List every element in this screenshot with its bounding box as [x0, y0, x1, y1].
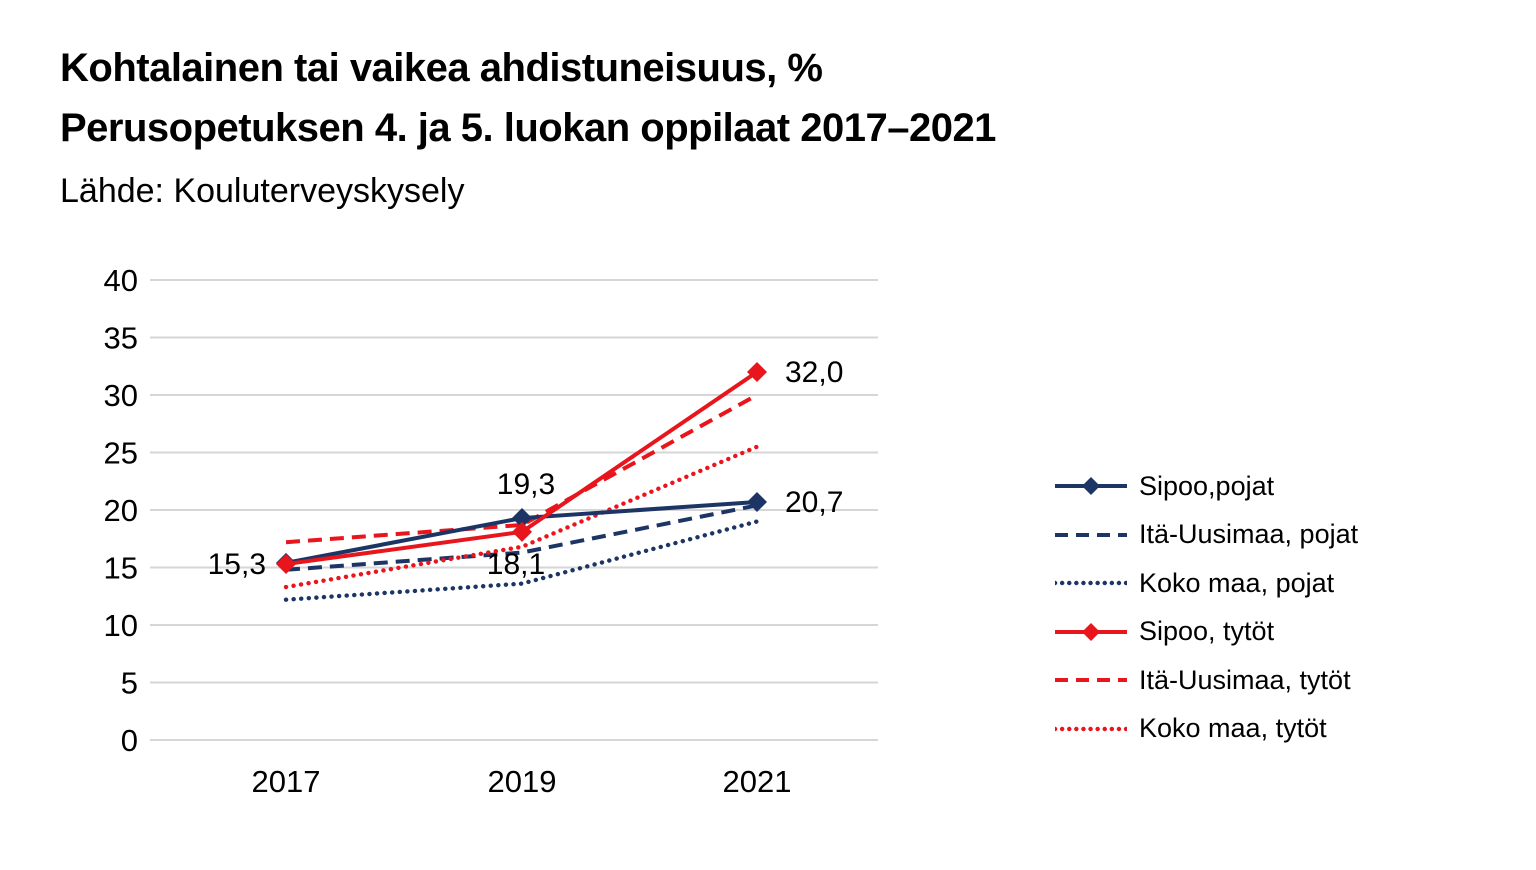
legend-label-koko-maa-tyt-t: Koko maa, tytöt	[1139, 713, 1327, 744]
y-tick-label-40: 40	[104, 263, 138, 298]
legend-item-koko-maa-pojat: Koko maa, pojat	[1055, 559, 1358, 608]
legend-swatch-sipoo-tyt-t-solid-line-icon	[1055, 622, 1127, 641]
marker-sipoo-pojat-2021	[747, 491, 767, 512]
legend-label-sipoo-pojat: Sipoo,pojat	[1139, 470, 1275, 501]
legend-item-koko-maa-tyt-t: Koko maa, tytöt	[1055, 705, 1358, 754]
data-label-sipoo-tyt-t-2017: 15,3	[208, 548, 266, 581]
y-tick-label-0: 0	[121, 723, 138, 758]
series-line-koko-maa-tyt-t	[283, 444, 760, 590]
marker-sipoo-tyt-t-2019	[512, 521, 532, 542]
legend-label-sipoo-tyt-t: Sipoo, tytöt	[1139, 616, 1275, 647]
legend-item-it-uusimaa-pojat: Itä-Uusimaa, pojat	[1055, 511, 1358, 560]
marker-sipoo-pojat-2019	[512, 508, 532, 529]
y-tick-label-30: 30	[104, 378, 138, 413]
y-tick-label-35: 35	[104, 321, 138, 356]
marker-sipoo-tyt-t-2017	[276, 554, 296, 575]
y-tick-label-5: 5	[121, 666, 138, 701]
legend-marker-diamond-icon	[1082, 622, 1100, 641]
data-label-sipoo-pojat-2021: 20,7	[785, 486, 843, 519]
chart-source: Lähde: Kouluterveyskysely	[60, 172, 465, 210]
series-line-it-uusimaa-tyt-t	[285, 393, 758, 545]
x-tick-label-2019: 2019	[488, 764, 557, 799]
legend-swatch-sipoo-pojat-solid-line-icon	[1055, 477, 1127, 496]
legend-item-sipoo-pojat: Sipoo,pojat	[1055, 462, 1358, 511]
legend-swatch-it-uusimaa-tyt-t-dashed-line-icon	[1055, 678, 1127, 683]
legend-label-koko-maa-pojat: Koko maa, pojat	[1139, 567, 1335, 598]
chart-svg: 0 5 10 15 20 25 30 35 40 2017 2019 2021 15,3 19,3 18,1…	[104, 263, 878, 799]
legend-item-sipoo-tyt-t: Sipoo, tytöt	[1055, 608, 1358, 657]
y-tick-label-25: 25	[104, 436, 138, 471]
marker-sipoo-tyt-t-2021	[747, 362, 767, 382]
chart-title-line-1: Kohtalainen tai vaikea ahdistuneisuus, %	[60, 46, 823, 90]
data-label-sipoo-tyt-t-2021: 32,0	[785, 356, 843, 389]
legend-label-it-uusimaa-pojat: Itä-Uusimaa, pojat	[1139, 519, 1359, 550]
legend-swatch-koko-maa-pojat-dotted-line-icon	[1055, 581, 1127, 586]
x-tick-label-2021: 2021	[723, 764, 792, 799]
data-label-sipoo-tyt-t-2019: 18,1	[487, 548, 545, 581]
legend-label-it-uusimaa-tyt-t: Itä-Uusimaa, tytöt	[1139, 664, 1351, 695]
chart-title-line-2: Perusopetuksen 4. ja 5. luokan oppilaat …	[60, 106, 996, 150]
legend-marker-diamond-icon	[1082, 477, 1100, 496]
series-line-koko-maa-pojat	[283, 519, 760, 602]
y-tick-label-20: 20	[104, 493, 138, 528]
y-tick-label-10: 10	[104, 608, 138, 643]
legend-swatch-it-uusimaa-pojat-dashed-line-icon	[1055, 532, 1127, 537]
series-line-it-uusimaa-pojat	[285, 503, 758, 572]
legend-swatch-koko-maa-tyt-t-dotted-line-icon	[1055, 726, 1127, 731]
plot-area: 0 5 10 15 20 25 30 35 40 2017 2019 2021 15,3 19,3 18,1…	[60, 253, 960, 843]
legend-item-it-uusimaa-tyt-t: Itä-Uusimaa, tytöt	[1055, 656, 1358, 705]
data-label-sipoo-pojat-2019: 19,3	[497, 468, 555, 501]
y-tick-label-15: 15	[104, 551, 138, 586]
x-tick-label-2017: 2017	[252, 764, 321, 799]
legend: Sipoo,pojat Itä-Uusimaa, pojat Koko maa, p…	[1055, 462, 1358, 753]
